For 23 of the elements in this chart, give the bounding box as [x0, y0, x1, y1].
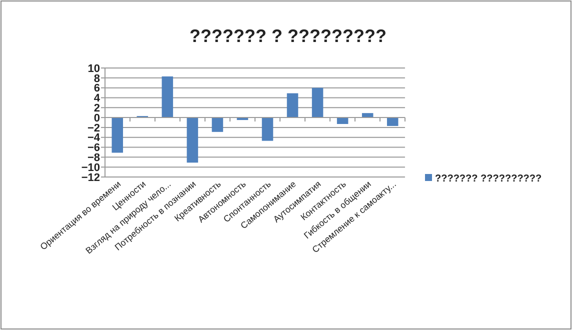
y-tick-label: −4 — [87, 132, 101, 144]
chart-title: ??????? ? ????????? — [190, 26, 386, 46]
y-tick-label: 8 — [94, 72, 100, 85]
bar — [262, 118, 274, 141]
y-tick-label: 6 — [94, 82, 100, 95]
y-tick-label: 10 — [88, 62, 100, 75]
bar — [312, 88, 324, 118]
bar — [386, 118, 398, 126]
bar — [336, 118, 348, 124]
y-tick-label: −6 — [87, 142, 100, 154]
bar — [162, 76, 174, 118]
y-tick-label: −2 — [87, 122, 100, 134]
y-tick-label: 4 — [94, 92, 101, 105]
legend-label: ??????? ?????????? — [435, 174, 542, 184]
y-tick-label: −8 — [87, 152, 100, 164]
bar — [212, 118, 224, 132]
bar — [112, 118, 124, 153]
y-tick-label: 0 — [94, 112, 100, 124]
y-tick-label: −10 — [81, 162, 100, 174]
bar — [186, 118, 198, 163]
y-tick-label: 2 — [94, 102, 100, 114]
bar — [286, 93, 298, 118]
y-tick-label: −12 — [81, 172, 100, 184]
